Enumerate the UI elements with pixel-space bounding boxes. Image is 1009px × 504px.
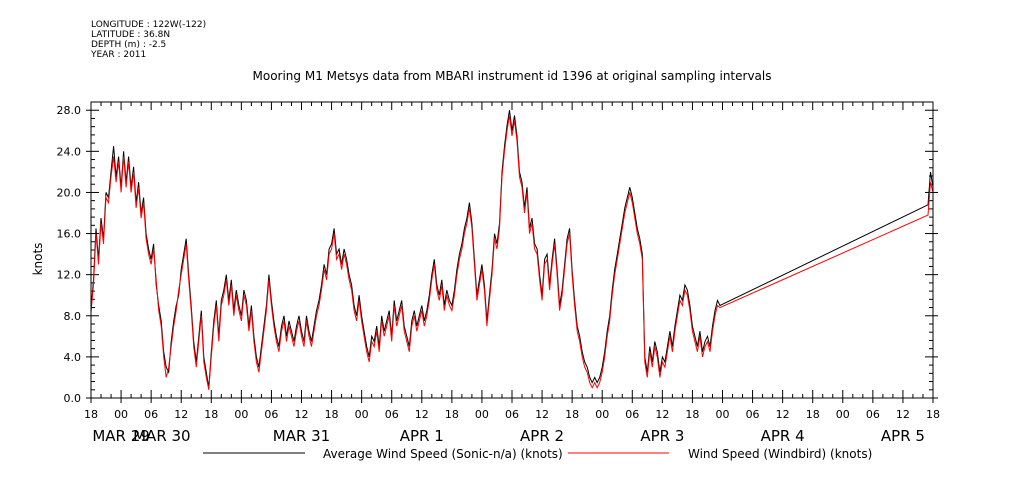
- x-tick-label: 12: [655, 408, 669, 421]
- x-tick-label: 06: [866, 408, 880, 421]
- x-tick-label: 18: [445, 408, 459, 421]
- chart-title: Mooring M1 Metsys data from MBARI instru…: [253, 69, 772, 83]
- x-tick-label: 18: [565, 408, 579, 421]
- x-tick-label: 00: [836, 408, 850, 421]
- y-tick-label: 28.0: [57, 104, 82, 117]
- x-date-label: MAR 31: [273, 427, 330, 445]
- y-tick-label: 24.0: [57, 145, 82, 158]
- y-tick-label: 12.0: [57, 269, 82, 282]
- series-layer: [90, 110, 934, 390]
- series-line-windbird: [90, 115, 934, 390]
- x-tick-labels: 18 00 06 12 18 00 06 12 18 00 06 12 18 00 06 12 18 00 06 12…: [84, 408, 940, 421]
- x-date-label: APR 3: [640, 427, 684, 445]
- x-tick-label: 00: [716, 408, 730, 421]
- x-tick-label: 00: [234, 408, 248, 421]
- x-tick-label: 12: [776, 408, 790, 421]
- x-tick-label: 06: [264, 408, 278, 421]
- x-tick-label: 00: [475, 408, 489, 421]
- x-date-label: MAR 29: [92, 427, 149, 445]
- x-tick-label: 12: [415, 408, 429, 421]
- y-tick-label: 16.0: [57, 228, 82, 241]
- y-tick-label: 20.0: [57, 186, 82, 199]
- x-tick-label: 00: [595, 408, 609, 421]
- latitude-label: LATITUDE : 36.8N: [91, 30, 171, 40]
- x-tick-label: 18: [926, 408, 940, 421]
- plot-frame: [90, 101, 934, 399]
- x-tick-label: 06: [625, 408, 639, 421]
- y-tick-label: 0.0: [64, 392, 82, 405]
- y-axis-label: knots: [31, 243, 45, 276]
- x-tick-label: 18: [806, 408, 820, 421]
- axis-ticks: [86, 101, 938, 403]
- x-date-label: MAR 30: [133, 427, 190, 445]
- x-date-label: APR 2: [520, 427, 564, 445]
- x-date-label: APR 1: [400, 427, 444, 445]
- year-label: YEAR : 2011: [91, 50, 147, 60]
- legend-label-avg-wind: Average Wind Speed (Sonic-n/a) (knots): [323, 447, 563, 461]
- y-tick-labels: 0.0 4.0 8.0 12.0 16.0 20.0 24.0 28.0: [57, 104, 82, 405]
- legend: Average Wind Speed (Sonic-n/a) (knots) W…: [203, 447, 872, 461]
- station-metadata: LONGITUDE : 122W(-122) LATITUDE : 36.8N …: [91, 20, 206, 60]
- x-tick-label: 18: [84, 408, 98, 421]
- x-tick-label: 00: [114, 408, 128, 421]
- x-tick-label: 12: [535, 408, 549, 421]
- y-tick-label: 4.0: [64, 351, 82, 364]
- x-tick-label: 00: [355, 408, 369, 421]
- series-line-avg-wind: [90, 110, 934, 388]
- x-tick-label: 06: [144, 408, 158, 421]
- x-date-label: APR 4: [761, 427, 805, 445]
- x-tick-label: 18: [204, 408, 218, 421]
- x-tick-label: 12: [896, 408, 910, 421]
- x-tick-label: 06: [385, 408, 399, 421]
- depth-label: DEPTH (m) : -2.5: [91, 40, 167, 50]
- y-tick-label: 8.0: [64, 310, 82, 323]
- x-tick-label: 18: [325, 408, 339, 421]
- x-date-label: APR 5: [881, 427, 925, 445]
- x-tick-label: 12: [295, 408, 309, 421]
- legend-label-windbird: Wind Speed (Windbird) (knots): [688, 447, 872, 461]
- x-tick-label: 06: [505, 408, 519, 421]
- x-tick-label: 06: [746, 408, 760, 421]
- longitude-label: LONGITUDE : 122W(-122): [91, 20, 207, 30]
- x-tick-label: 12: [174, 408, 188, 421]
- x-tick-label: 18: [685, 408, 699, 421]
